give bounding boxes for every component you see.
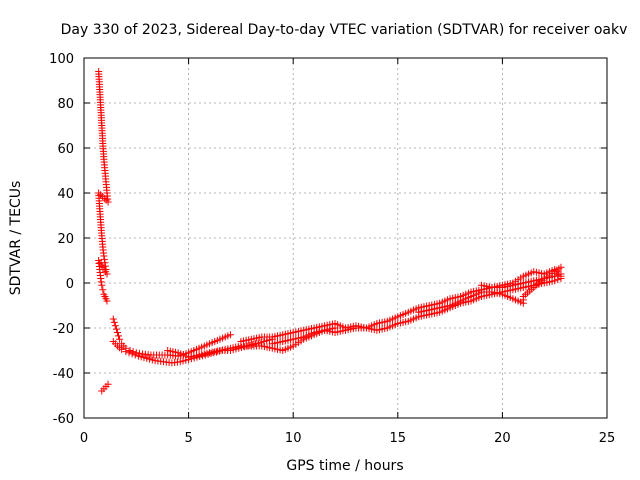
x-tick-label: 10 (285, 431, 302, 446)
data-point (103, 297, 111, 305)
y-tick-label: -20 (53, 322, 74, 337)
y-axis-label: SDTVAR / TECUs (8, 181, 24, 296)
x-tick-label: 0 (80, 431, 88, 446)
y-tick-label: 0 (66, 277, 74, 292)
data-point (557, 272, 565, 280)
data-point (118, 345, 126, 353)
data-point (104, 380, 112, 388)
x-tick-label: 5 (184, 431, 192, 446)
axis-ticks: 0 5 10 15 20 25 -60 -40 -20 0 20 40 60 80 100 (49, 52, 615, 446)
y-tick-label: 80 (57, 97, 74, 112)
grid (84, 58, 607, 418)
data-point (100, 252, 108, 260)
y-tick-label: 100 (49, 52, 74, 67)
data-point (557, 263, 565, 271)
data-point (110, 318, 118, 326)
data-point (104, 198, 112, 206)
data-point (109, 315, 117, 323)
data-point (554, 276, 562, 284)
data-point (112, 325, 120, 333)
data-point (116, 335, 124, 343)
y-tick-label: 40 (57, 187, 74, 202)
data-point (102, 196, 110, 204)
y-tick-label: -40 (53, 367, 74, 382)
data-points (95, 68, 565, 395)
data-point (97, 191, 105, 199)
data-point (99, 286, 107, 294)
data-point (226, 331, 234, 339)
data-point (98, 281, 106, 289)
data-point (113, 329, 121, 336)
data-point (111, 322, 119, 330)
y-tick-label: 60 (57, 142, 74, 157)
x-tick-label: 20 (494, 431, 511, 446)
x-tick-label: 15 (390, 431, 407, 446)
data-point (128, 350, 136, 358)
data-point (122, 348, 130, 356)
data-point (125, 349, 133, 357)
data-point (97, 275, 105, 282)
x-axis-label: GPS time / hours (286, 458, 403, 474)
data-point (100, 255, 108, 263)
chart-title: Day 330 of 2023, Sidereal Day-to-day VTE… (61, 22, 628, 38)
data-point (97, 278, 105, 286)
y-tick-label: -60 (53, 412, 74, 427)
data-point (131, 351, 139, 359)
y-tick-label: 20 (57, 232, 74, 247)
plot-frame (83, 57, 608, 419)
data-point (551, 277, 559, 285)
data-point (115, 332, 123, 340)
x-tick-label: 25 (599, 431, 616, 446)
